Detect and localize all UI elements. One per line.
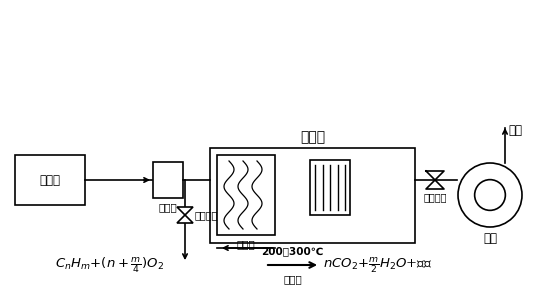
Circle shape <box>475 180 506 210</box>
Polygon shape <box>177 207 193 215</box>
Text: 200－300℃: 200－300℃ <box>261 246 324 256</box>
Bar <box>310 160 350 215</box>
Bar <box>210 148 415 243</box>
Text: 排放: 排放 <box>508 125 522 138</box>
Text: $\it{C_nH_m}$$\it{+(n+}$$\it{\frac{m}{4}}$$\it{)O_2}$: $\it{C_nH_m}$$\it{+(n+}$$\it{\frac{m}{4}… <box>55 255 164 275</box>
Bar <box>15 155 85 205</box>
Text: 风机: 风机 <box>483 232 497 245</box>
Text: $\it{nCO_2}$$\it{+\frac{m}{2}}$$\it{H_2O}$+热量: $\it{nCO_2}$$\it{+\frac{m}{2}}$$\it{H_2O… <box>323 255 432 275</box>
Text: 排空阀门: 排空阀门 <box>195 210 219 220</box>
Text: 阻火器: 阻火器 <box>158 202 177 212</box>
Text: 废气源: 废气源 <box>40 173 60 186</box>
Circle shape <box>458 163 522 227</box>
Polygon shape <box>177 215 193 223</box>
Text: 换热器: 换热器 <box>237 239 256 249</box>
Text: 催化剂: 催化剂 <box>283 274 302 284</box>
Text: 催化室: 催化室 <box>300 130 325 144</box>
Bar <box>153 162 183 198</box>
Bar <box>217 155 275 235</box>
Text: 排空阀门: 排空阀门 <box>424 192 447 202</box>
